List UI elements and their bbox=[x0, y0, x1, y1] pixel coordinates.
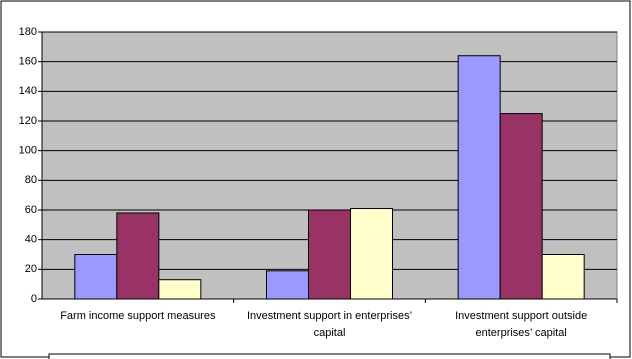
y-tick-label: 60 bbox=[25, 204, 37, 216]
bar bbox=[457, 55, 501, 300]
y-tick-label: 120 bbox=[19, 115, 37, 127]
y-tick-label: 180 bbox=[19, 26, 37, 38]
bar bbox=[158, 279, 202, 300]
bar bbox=[350, 208, 393, 300]
y-tick-label: 100 bbox=[19, 145, 37, 157]
bar bbox=[266, 270, 309, 300]
bar bbox=[74, 254, 118, 300]
bar bbox=[541, 254, 585, 300]
legend-box bbox=[48, 353, 611, 359]
y-tick-label: 0 bbox=[31, 293, 37, 305]
x-tick-label: Investment support outside enterprises’ … bbox=[455, 310, 588, 339]
y-tick-label: 20 bbox=[25, 263, 37, 275]
x-tick-label: Investment support in enterprises’ capit… bbox=[246, 310, 413, 339]
bar bbox=[116, 212, 160, 300]
y-tick-label: 40 bbox=[25, 234, 37, 246]
bar bbox=[308, 209, 351, 300]
bar bbox=[499, 113, 543, 300]
y-tick-label: 160 bbox=[19, 56, 37, 68]
x-tick-label: Farm income support measures bbox=[60, 310, 216, 322]
y-tick-label: 80 bbox=[25, 174, 37, 186]
y-tick-label: 140 bbox=[19, 85, 37, 97]
